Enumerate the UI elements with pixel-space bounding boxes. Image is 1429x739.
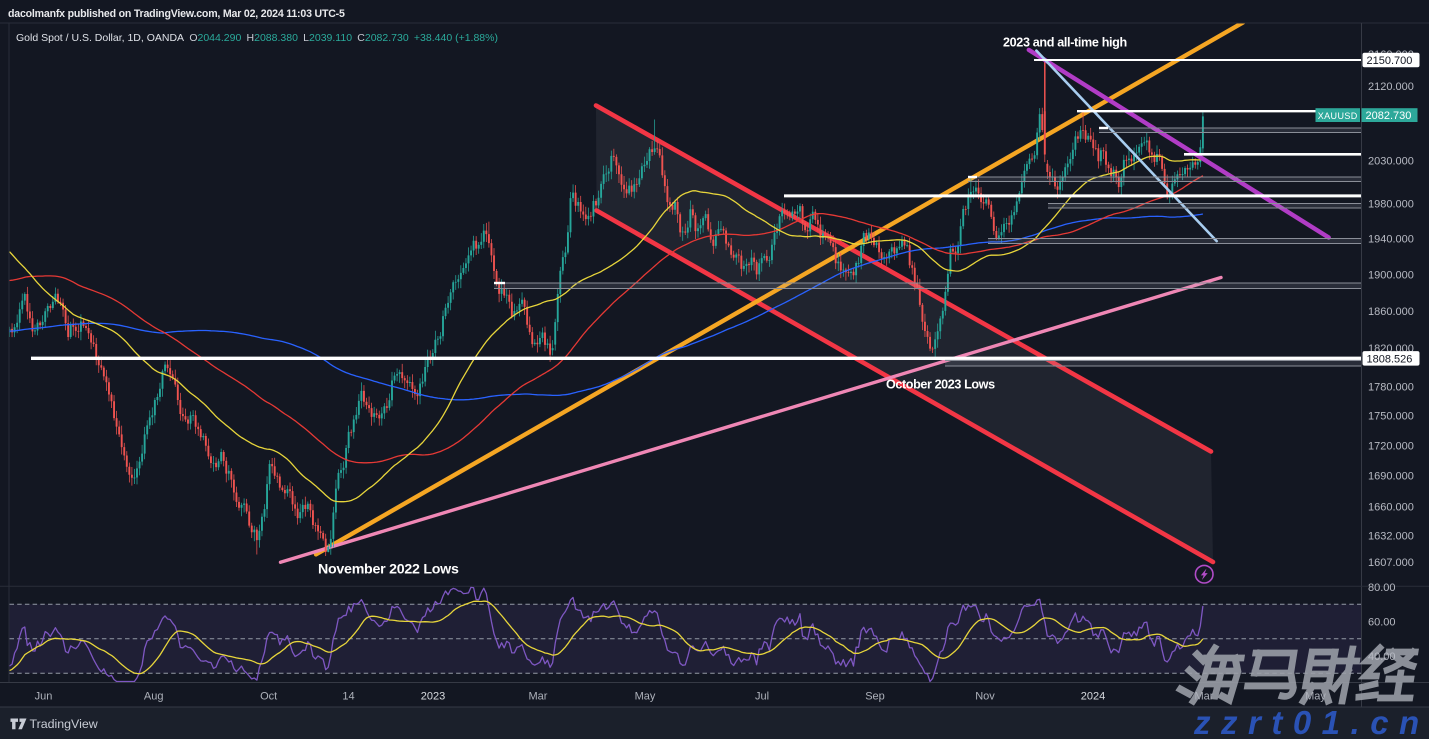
- svg-text:Nov: Nov: [975, 691, 995, 703]
- svg-text:Jun: Jun: [35, 691, 53, 703]
- svg-text:80.00: 80.00: [1368, 582, 1396, 594]
- svg-text:Mar: Mar: [529, 691, 548, 703]
- svg-text:1780.000: 1780.000: [1368, 381, 1414, 393]
- svg-text:14: 14: [342, 691, 354, 703]
- svg-text:1660.000: 1660.000: [1368, 501, 1414, 513]
- svg-text:2082.730: 2082.730: [1366, 110, 1412, 122]
- svg-text:dacolmanfx published on Tradin: dacolmanfx published on TradingView.com,…: [8, 8, 345, 20]
- svg-text:Aug: Aug: [144, 691, 164, 703]
- svg-text:zzrt01.cn: zzrt01.cn: [1193, 704, 1429, 739]
- svg-text:2023: 2023: [421, 691, 445, 703]
- svg-text:October 2023 Lows: October 2023 Lows: [886, 378, 995, 392]
- svg-text:XAUUSD: XAUUSD: [1318, 111, 1358, 121]
- svg-text:Gold Spot / U.S. Dollar, 1D, O: Gold Spot / U.S. Dollar, 1D, OANDA O2044…: [16, 32, 498, 44]
- svg-text:1808.526: 1808.526: [1367, 353, 1413, 365]
- svg-text:2120.000: 2120.000: [1368, 81, 1414, 93]
- svg-text:1940.000: 1940.000: [1368, 234, 1414, 246]
- svg-text:1690.000: 1690.000: [1368, 471, 1414, 483]
- svg-text:May: May: [635, 691, 656, 703]
- svg-text:Mar: Mar: [1195, 691, 1214, 703]
- svg-text:2023 and all-time high: 2023 and all-time high: [1003, 36, 1127, 50]
- svg-text:2030.000: 2030.000: [1368, 156, 1414, 168]
- svg-text:1860.000: 1860.000: [1368, 306, 1414, 318]
- svg-text:1607.000: 1607.000: [1368, 557, 1414, 569]
- svg-text:1980.000: 1980.000: [1368, 198, 1414, 210]
- svg-text:2150.700: 2150.700: [1367, 55, 1413, 67]
- svg-text:1900.000: 1900.000: [1368, 269, 1414, 281]
- svg-text:40.00: 40.00: [1368, 651, 1396, 663]
- svg-text:Oct: Oct: [260, 691, 277, 703]
- svg-text:1720.000: 1720.000: [1368, 440, 1414, 452]
- svg-text:November 2022 Lows: November 2022 Lows: [318, 562, 459, 578]
- svg-text:May: May: [1305, 691, 1326, 703]
- svg-text:60.00: 60.00: [1368, 617, 1396, 629]
- svg-text:Sep: Sep: [865, 691, 885, 703]
- svg-text:1750.000: 1750.000: [1368, 411, 1414, 423]
- svg-text:TradingView: TradingView: [30, 717, 98, 731]
- svg-text:Jul: Jul: [755, 691, 769, 703]
- svg-text:1632.000: 1632.000: [1368, 531, 1414, 543]
- svg-text:2024: 2024: [1081, 691, 1105, 703]
